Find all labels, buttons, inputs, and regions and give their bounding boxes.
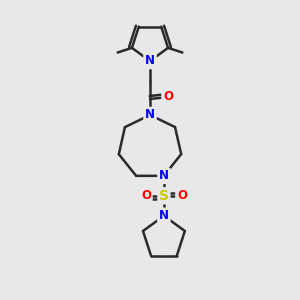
Text: N: N [145, 109, 155, 122]
Text: S: S [159, 189, 169, 203]
Text: O: O [163, 91, 173, 103]
Text: N: N [159, 169, 169, 182]
Text: O: O [141, 189, 151, 202]
Text: N: N [145, 55, 155, 68]
Text: O: O [177, 189, 187, 202]
Text: N: N [159, 209, 169, 222]
